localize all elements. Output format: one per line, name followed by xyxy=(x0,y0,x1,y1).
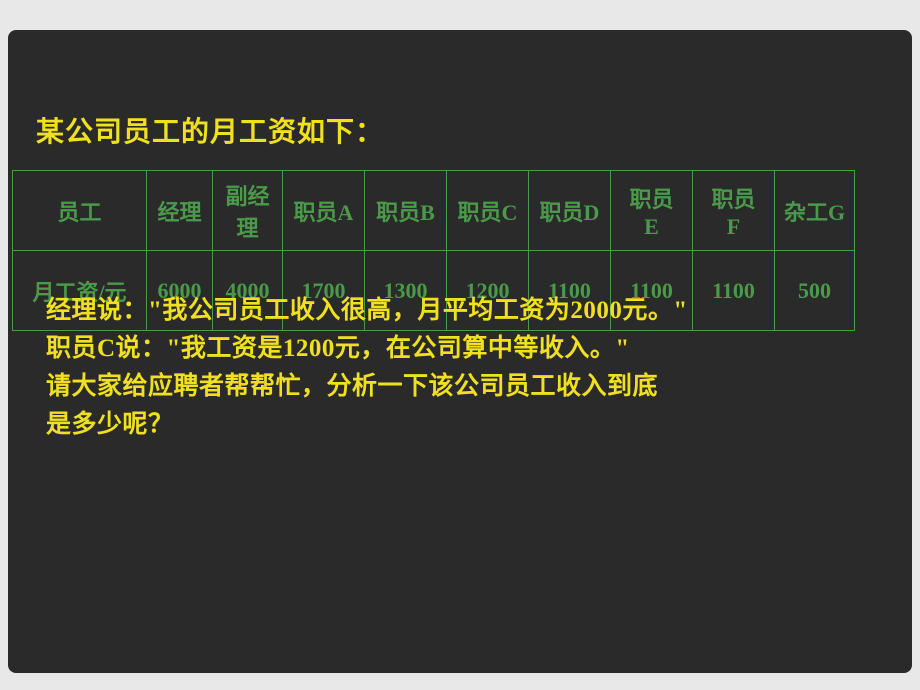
header-manager: 经理 xyxy=(147,171,213,251)
label-f: F xyxy=(695,214,772,240)
header-staff-b: 职员B xyxy=(365,171,447,251)
header-staff-c: 职员C xyxy=(447,171,529,251)
line-question-2: 是多少呢？ xyxy=(46,406,786,444)
label-staff2: 职员 xyxy=(695,182,772,214)
header-staff-d: 职员D xyxy=(529,171,611,251)
slide-container: 某公司员工的月工资如下： 员工 经理 副经理 职员A 职员B 职员C 职员D 职… xyxy=(8,30,912,673)
header-vice-manager: 副经理 xyxy=(213,171,283,251)
header-worker-g: 杂工G xyxy=(775,171,855,251)
header-staff-f: 职员F xyxy=(693,171,775,251)
line-question-1: 请大家给应聘者帮帮忙，分析一下该公司员工收入到底 xyxy=(46,368,786,406)
line-staff-c-says: 职员C说："我工资是1200元，在公司算中等收入。" xyxy=(46,330,786,368)
slide-title: 某公司员工的月工资如下： xyxy=(36,110,384,150)
question-text-block: 经理说："我公司员工收入很高，月平均工资为2000元。" 职员C说："我工资是1… xyxy=(46,292,786,444)
header-staff-e: 职员E xyxy=(611,171,693,251)
table-header-row: 员工 经理 副经理 职员A 职员B 职员C 职员D 职员E 职员F 杂工G xyxy=(13,171,855,251)
label-e: E xyxy=(613,214,690,240)
label-staff: 职员 xyxy=(613,182,690,214)
header-employee: 员工 xyxy=(13,171,147,251)
header-staff-a: 职员A xyxy=(283,171,365,251)
line-manager-says: 经理说："我公司员工收入很高，月平均工资为2000元。" xyxy=(46,292,786,330)
salary-g: 500 xyxy=(775,251,855,331)
